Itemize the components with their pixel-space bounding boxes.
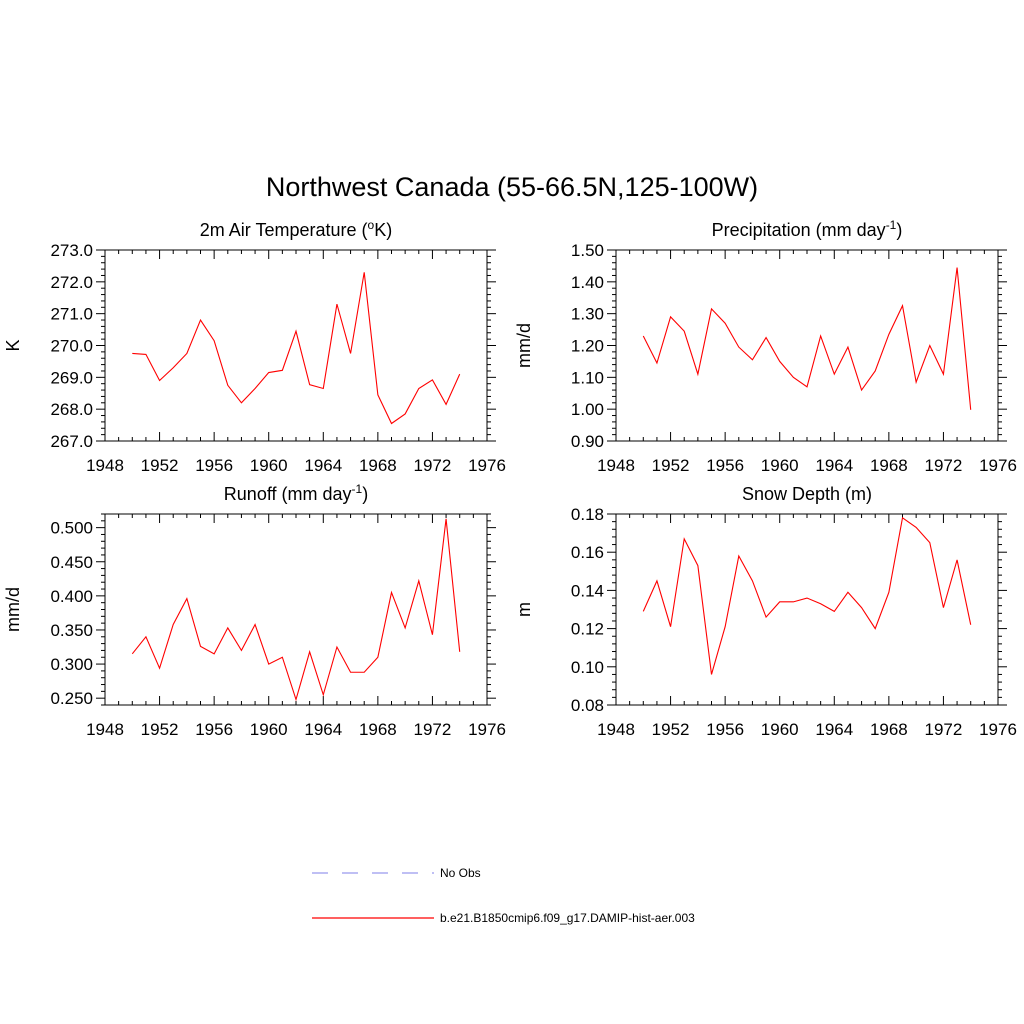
x-tick-label: 1968	[359, 456, 397, 475]
x-tick-label: 1960	[761, 456, 799, 475]
x-tick-label: 1960	[250, 720, 288, 739]
y-tick-label: 1.20	[571, 337, 604, 356]
y-axis-label: mm/d	[514, 323, 534, 368]
y-tick-label: 0.08	[571, 696, 604, 715]
y-tick-label: 273.0	[50, 241, 93, 260]
panel-title: Snow Depth (m)	[742, 484, 872, 504]
x-tick-label: 1968	[870, 456, 908, 475]
x-tick-label: 1968	[359, 720, 397, 739]
x-tick-label: 1952	[141, 720, 179, 739]
y-tick-label: 0.18	[571, 505, 604, 524]
x-tick-label: 1948	[86, 456, 124, 475]
legend: No Obs b.e21.B1850cmip6.f09_g17.DAMIP-hi…	[312, 866, 695, 925]
legend-model-label: b.e21.B1850cmip6.f09_g17.DAMIP-hist-aer.…	[440, 911, 695, 925]
y-axis-label: mm/d	[3, 587, 23, 632]
y-tick-label: 270.0	[50, 337, 93, 356]
x-tick-label: 1972	[414, 720, 452, 739]
x-tick-label: 1972	[414, 456, 452, 475]
y-tick-label: 271.0	[50, 305, 93, 324]
legend-obs-label: No Obs	[440, 866, 481, 880]
series-line	[132, 272, 461, 425]
plot-frame	[104, 249, 488, 442]
x-tick-label: 1964	[304, 456, 342, 475]
series-line	[642, 267, 972, 410]
plot-frame	[104, 513, 488, 706]
y-tick-label: 1.10	[571, 368, 604, 387]
y-tick-label: 0.450	[50, 553, 93, 572]
y-tick-label: 268.0	[50, 400, 93, 419]
x-tick-label: 1964	[815, 456, 853, 475]
y-tick-label: 1.50	[571, 241, 604, 260]
x-tick-label: 1976	[979, 720, 1017, 739]
x-tick-label: 1972	[925, 720, 963, 739]
y-tick-label: 0.10	[571, 658, 604, 677]
y-tick-label: 0.300	[50, 655, 93, 674]
x-tick-label: 1968	[870, 720, 908, 739]
x-tick-label: 1952	[652, 456, 690, 475]
y-tick-label: 1.00	[571, 400, 604, 419]
x-tick-label: 1960	[250, 456, 288, 475]
y-tick-label: 0.90	[571, 432, 604, 451]
y-tick-label: 0.12	[571, 620, 604, 639]
panel-2: Precipitation (mm day-1) mm/d 1948 1952 1956…	[514, 218, 1017, 475]
x-tick-label: 1956	[706, 456, 744, 475]
y-tick-label: 0.14	[571, 581, 604, 600]
figure-title: Northwest Canada (55-66.5N,125-100W)	[266, 172, 758, 202]
y-tick-label: 0.350	[50, 621, 93, 640]
y-axis-label: K	[3, 339, 23, 351]
panel-4: Snow Depth (m) m 1948 1952 1956 1960 1964 1968 1…	[514, 484, 1017, 739]
series-line	[642, 516, 972, 675]
panel-title: Precipitation (mm day-1)	[712, 218, 903, 240]
series-line	[131, 518, 461, 702]
panel-title: 2m Air Temperature (oK)	[200, 218, 392, 240]
y-tick-label: 0.16	[571, 543, 604, 562]
y-axis-label: m	[514, 602, 534, 617]
x-tick-label: 1948	[597, 456, 635, 475]
y-tick-label: 0.400	[50, 587, 93, 606]
x-tick-label: 1972	[925, 456, 963, 475]
y-tick-label: 1.40	[571, 273, 604, 292]
y-tick-label: 269.0	[50, 368, 93, 387]
x-tick-label: 1948	[86, 720, 124, 739]
x-tick-label: 1956	[195, 720, 233, 739]
x-tick-label: 1964	[815, 720, 853, 739]
x-tick-label: 1956	[195, 456, 233, 475]
y-tick-label: 267.0	[50, 432, 93, 451]
y-tick-label: 272.0	[50, 273, 93, 292]
y-tick-label: 0.500	[50, 519, 93, 538]
x-tick-label: 1952	[141, 456, 179, 475]
panel-title: Runoff (mm day-1)	[224, 482, 368, 504]
x-tick-label: 1976	[468, 456, 506, 475]
panel-3: Runoff (mm day-1) mm/d 1948 1952 1956 1960 196…	[3, 482, 506, 739]
plot-frame	[615, 249, 999, 442]
y-tick-label: 1.30	[571, 305, 604, 324]
x-tick-label: 1976	[979, 456, 1017, 475]
y-tick-label: 0.250	[50, 689, 93, 708]
x-tick-label: 1960	[761, 720, 799, 739]
x-tick-label: 1948	[597, 720, 635, 739]
x-tick-label: 1964	[304, 720, 342, 739]
x-tick-label: 1952	[652, 720, 690, 739]
x-tick-label: 1956	[706, 720, 744, 739]
panels: 2m Air Temperature (oK) K 1948 1952 1956 1960…	[3, 218, 1017, 739]
panel-1: 2m Air Temperature (oK) K 1948 1952 1956 1960…	[3, 218, 506, 475]
x-tick-label: 1976	[468, 720, 506, 739]
